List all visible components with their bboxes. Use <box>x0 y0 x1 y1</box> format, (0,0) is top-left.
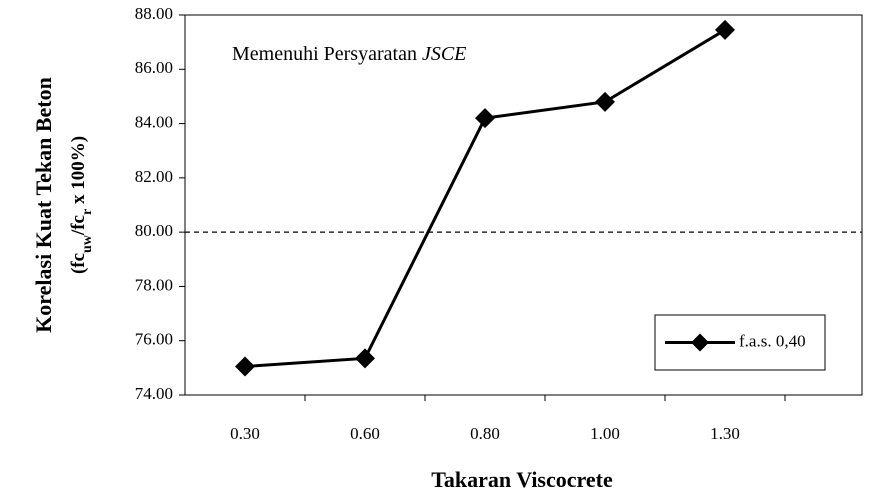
x-tick-label: 0.60 <box>350 424 380 443</box>
x-tick-label: 1.30 <box>710 424 740 443</box>
point-marker <box>355 348 375 369</box>
y-tick-label: 78.00 <box>135 275 173 294</box>
point-marker <box>595 91 615 112</box>
legend-label: f.a.s. 0,40 <box>739 331 806 350</box>
point-marker <box>715 19 735 40</box>
y-axis-subtitle-part: /fc <box>68 215 89 236</box>
y-axis-title: Korelasi Kuat Tekan Beton <box>31 77 56 333</box>
y-tick-label: 88.00 <box>135 4 173 23</box>
y-tick-label: 76.00 <box>135 330 173 349</box>
point-marker <box>475 108 495 129</box>
y-axis-subtitle: (fcuw/fcr x 100%) <box>68 136 94 274</box>
point-marker <box>235 356 255 377</box>
annotation-emphasis: JSCE <box>422 43 466 65</box>
annotation-text: Memenuhi Persyaratan <box>232 43 417 65</box>
y-axis-subtitle-part: r <box>80 209 95 215</box>
y-tick-label: 86.00 <box>135 58 173 77</box>
y-axis-subtitle-part: (fc <box>68 253 89 274</box>
y-axis-subtitle-part: uw <box>80 234 95 253</box>
x-tick-label: 0.80 <box>470 424 500 443</box>
y-tick-label: 82.00 <box>135 167 173 186</box>
plot-frame <box>184 14 863 396</box>
series-line <box>244 28 726 368</box>
y-tick-label: 74.00 <box>135 384 173 403</box>
legend-marker <box>691 333 709 352</box>
y-tick-label: 80.00 <box>135 221 173 240</box>
annotation: Memenuhi Persyaratan JSCE <box>232 43 466 65</box>
x-axis-title: Takaran Viscocrete <box>431 467 613 492</box>
x-tick-label: 1.00 <box>590 424 620 443</box>
y-axis-subtitle-part: x 100%) <box>68 136 89 209</box>
y-tick-label: 84.00 <box>135 112 173 131</box>
x-tick-label: 0.30 <box>230 424 260 443</box>
